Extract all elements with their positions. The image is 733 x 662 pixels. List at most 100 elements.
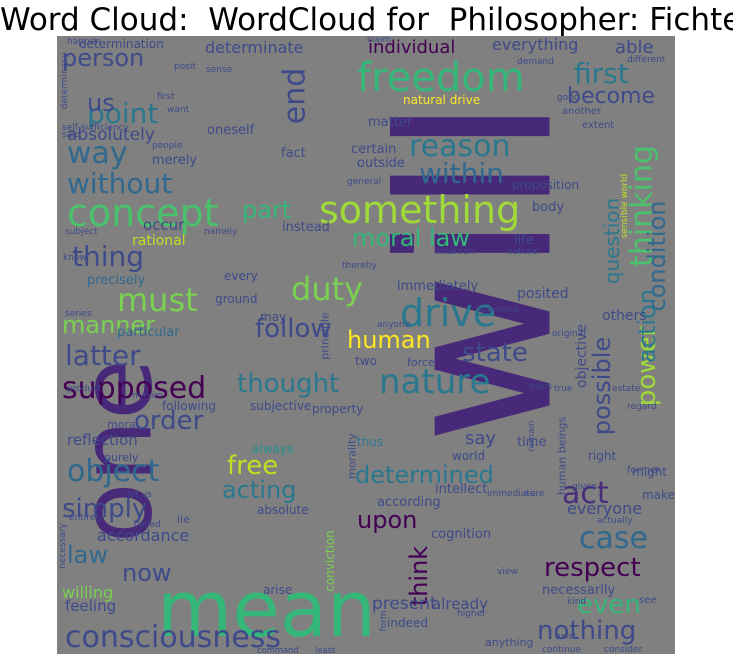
word-manner: manner bbox=[62, 311, 155, 339]
word-subject: subject bbox=[65, 227, 98, 237]
word-simply: simply bbox=[62, 494, 147, 524]
word-action: action bbox=[633, 289, 661, 363]
word-cloud-panel: one will mean freedom something concept drive n… bbox=[57, 36, 675, 654]
word-general: general bbox=[347, 177, 381, 187]
word-sure: sure bbox=[525, 489, 545, 499]
word-objective: objective bbox=[574, 324, 590, 388]
word-thinking: thinking bbox=[625, 145, 660, 267]
word-former: former bbox=[627, 465, 661, 476]
word-said: said bbox=[62, 130, 80, 140]
word-immediate: immediate bbox=[487, 489, 536, 499]
word-instead: instead bbox=[282, 220, 330, 235]
word-morality: morality bbox=[346, 433, 359, 479]
word-reason: reason bbox=[409, 129, 511, 164]
word-human-beings: human beings bbox=[556, 417, 569, 496]
word-original: original bbox=[552, 329, 586, 339]
word-everything: everything bbox=[492, 36, 578, 54]
word-force: force bbox=[407, 356, 435, 369]
word-must: must bbox=[117, 281, 198, 319]
word-estate: estate bbox=[612, 384, 641, 394]
word-part: part bbox=[242, 196, 291, 224]
word-certain: certain bbox=[351, 142, 396, 157]
word-right: right bbox=[588, 449, 616, 463]
word-nothing: nothing bbox=[537, 616, 636, 646]
word-duty: duty bbox=[291, 270, 363, 308]
word-sense: sense bbox=[206, 65, 233, 75]
word-necessarily: necessarily bbox=[542, 583, 615, 598]
word-body: body bbox=[532, 200, 564, 215]
word-purely: purely bbox=[104, 451, 139, 464]
word-determinacy: determinacy bbox=[60, 52, 70, 109]
word-product: product bbox=[67, 384, 102, 394]
word-human: human bbox=[347, 326, 431, 354]
word-see: see bbox=[639, 595, 657, 606]
word-given: given bbox=[572, 482, 597, 492]
word-according: according bbox=[377, 495, 441, 510]
word-possible: possible bbox=[588, 337, 616, 435]
word-world: world bbox=[452, 449, 485, 463]
word-regard: regard bbox=[627, 402, 657, 412]
word-anyone: anyone bbox=[377, 320, 411, 330]
word-absolute: absolute bbox=[257, 503, 309, 517]
word-every: every bbox=[224, 269, 258, 283]
word-following: following bbox=[162, 399, 216, 413]
word-least: least bbox=[315, 645, 336, 654]
word-remain: remain bbox=[527, 420, 537, 452]
word-nature: nature bbox=[379, 362, 490, 402]
word-series: series bbox=[65, 309, 92, 319]
word-cognition: cognition bbox=[431, 527, 491, 542]
word-intellect: intellect bbox=[435, 482, 487, 497]
word-act: act bbox=[562, 476, 609, 511]
word-already: already bbox=[432, 595, 488, 613]
word-say: say bbox=[465, 428, 496, 449]
word-let-us: let us bbox=[127, 490, 152, 500]
word-someone: someone bbox=[477, 305, 519, 315]
word-entirely: entirely bbox=[69, 513, 104, 523]
word-present: present bbox=[372, 594, 437, 614]
word-different: different bbox=[627, 55, 666, 65]
word-oneself: oneself bbox=[207, 123, 255, 138]
word-sensible-world: sensible world bbox=[620, 174, 630, 239]
word-posited: posited bbox=[517, 286, 569, 302]
word-time: time bbox=[517, 435, 546, 450]
word-willing: willing bbox=[62, 583, 113, 602]
word-first: first bbox=[574, 57, 629, 90]
word-claim: claim bbox=[367, 36, 391, 45]
word-make: make bbox=[642, 488, 675, 502]
word-thus: thus bbox=[357, 435, 383, 449]
word-precisely: precisely bbox=[87, 273, 145, 288]
cloud-background bbox=[57, 36, 675, 654]
word-higher: higher bbox=[457, 609, 486, 619]
word-another: another bbox=[562, 106, 602, 117]
word-people: people bbox=[152, 141, 183, 151]
word-consciousness: consciousness bbox=[65, 620, 281, 654]
chart-title: Word Cloud: WordCloud for Philosopher: F… bbox=[0, 2, 733, 38]
word-property: property bbox=[312, 402, 363, 416]
word-principle: principle bbox=[319, 312, 332, 360]
word-now: now bbox=[122, 559, 172, 587]
word-determinate: determinate bbox=[205, 38, 304, 57]
word-might: might bbox=[632, 465, 667, 479]
word-want: want bbox=[167, 105, 190, 115]
word-view: view bbox=[497, 567, 518, 577]
word-thing: thing bbox=[72, 240, 144, 273]
word-good: good bbox=[557, 93, 579, 103]
word-concept: concept bbox=[67, 191, 219, 235]
word-occur: occur bbox=[143, 216, 185, 234]
word-continue: continue bbox=[542, 645, 582, 654]
word-moral-law: moral law bbox=[352, 224, 470, 252]
word-thought: thought bbox=[237, 369, 339, 399]
word-maxim: maxim bbox=[132, 391, 163, 401]
word-mean: mean bbox=[157, 565, 376, 654]
word-respect: respect bbox=[544, 553, 641, 583]
word-cloud-svg: one will mean freedom something concept drive n… bbox=[57, 36, 675, 654]
word-determination: determination bbox=[79, 37, 164, 51]
word-always: always bbox=[252, 442, 293, 456]
word-state: state bbox=[462, 338, 528, 368]
word-arise: arise bbox=[263, 583, 292, 597]
word-even: even bbox=[577, 590, 641, 620]
word-first: first bbox=[157, 92, 175, 102]
word-consider: consider bbox=[604, 645, 643, 654]
word-object: object bbox=[67, 454, 160, 489]
word-happen: happen bbox=[67, 37, 101, 47]
